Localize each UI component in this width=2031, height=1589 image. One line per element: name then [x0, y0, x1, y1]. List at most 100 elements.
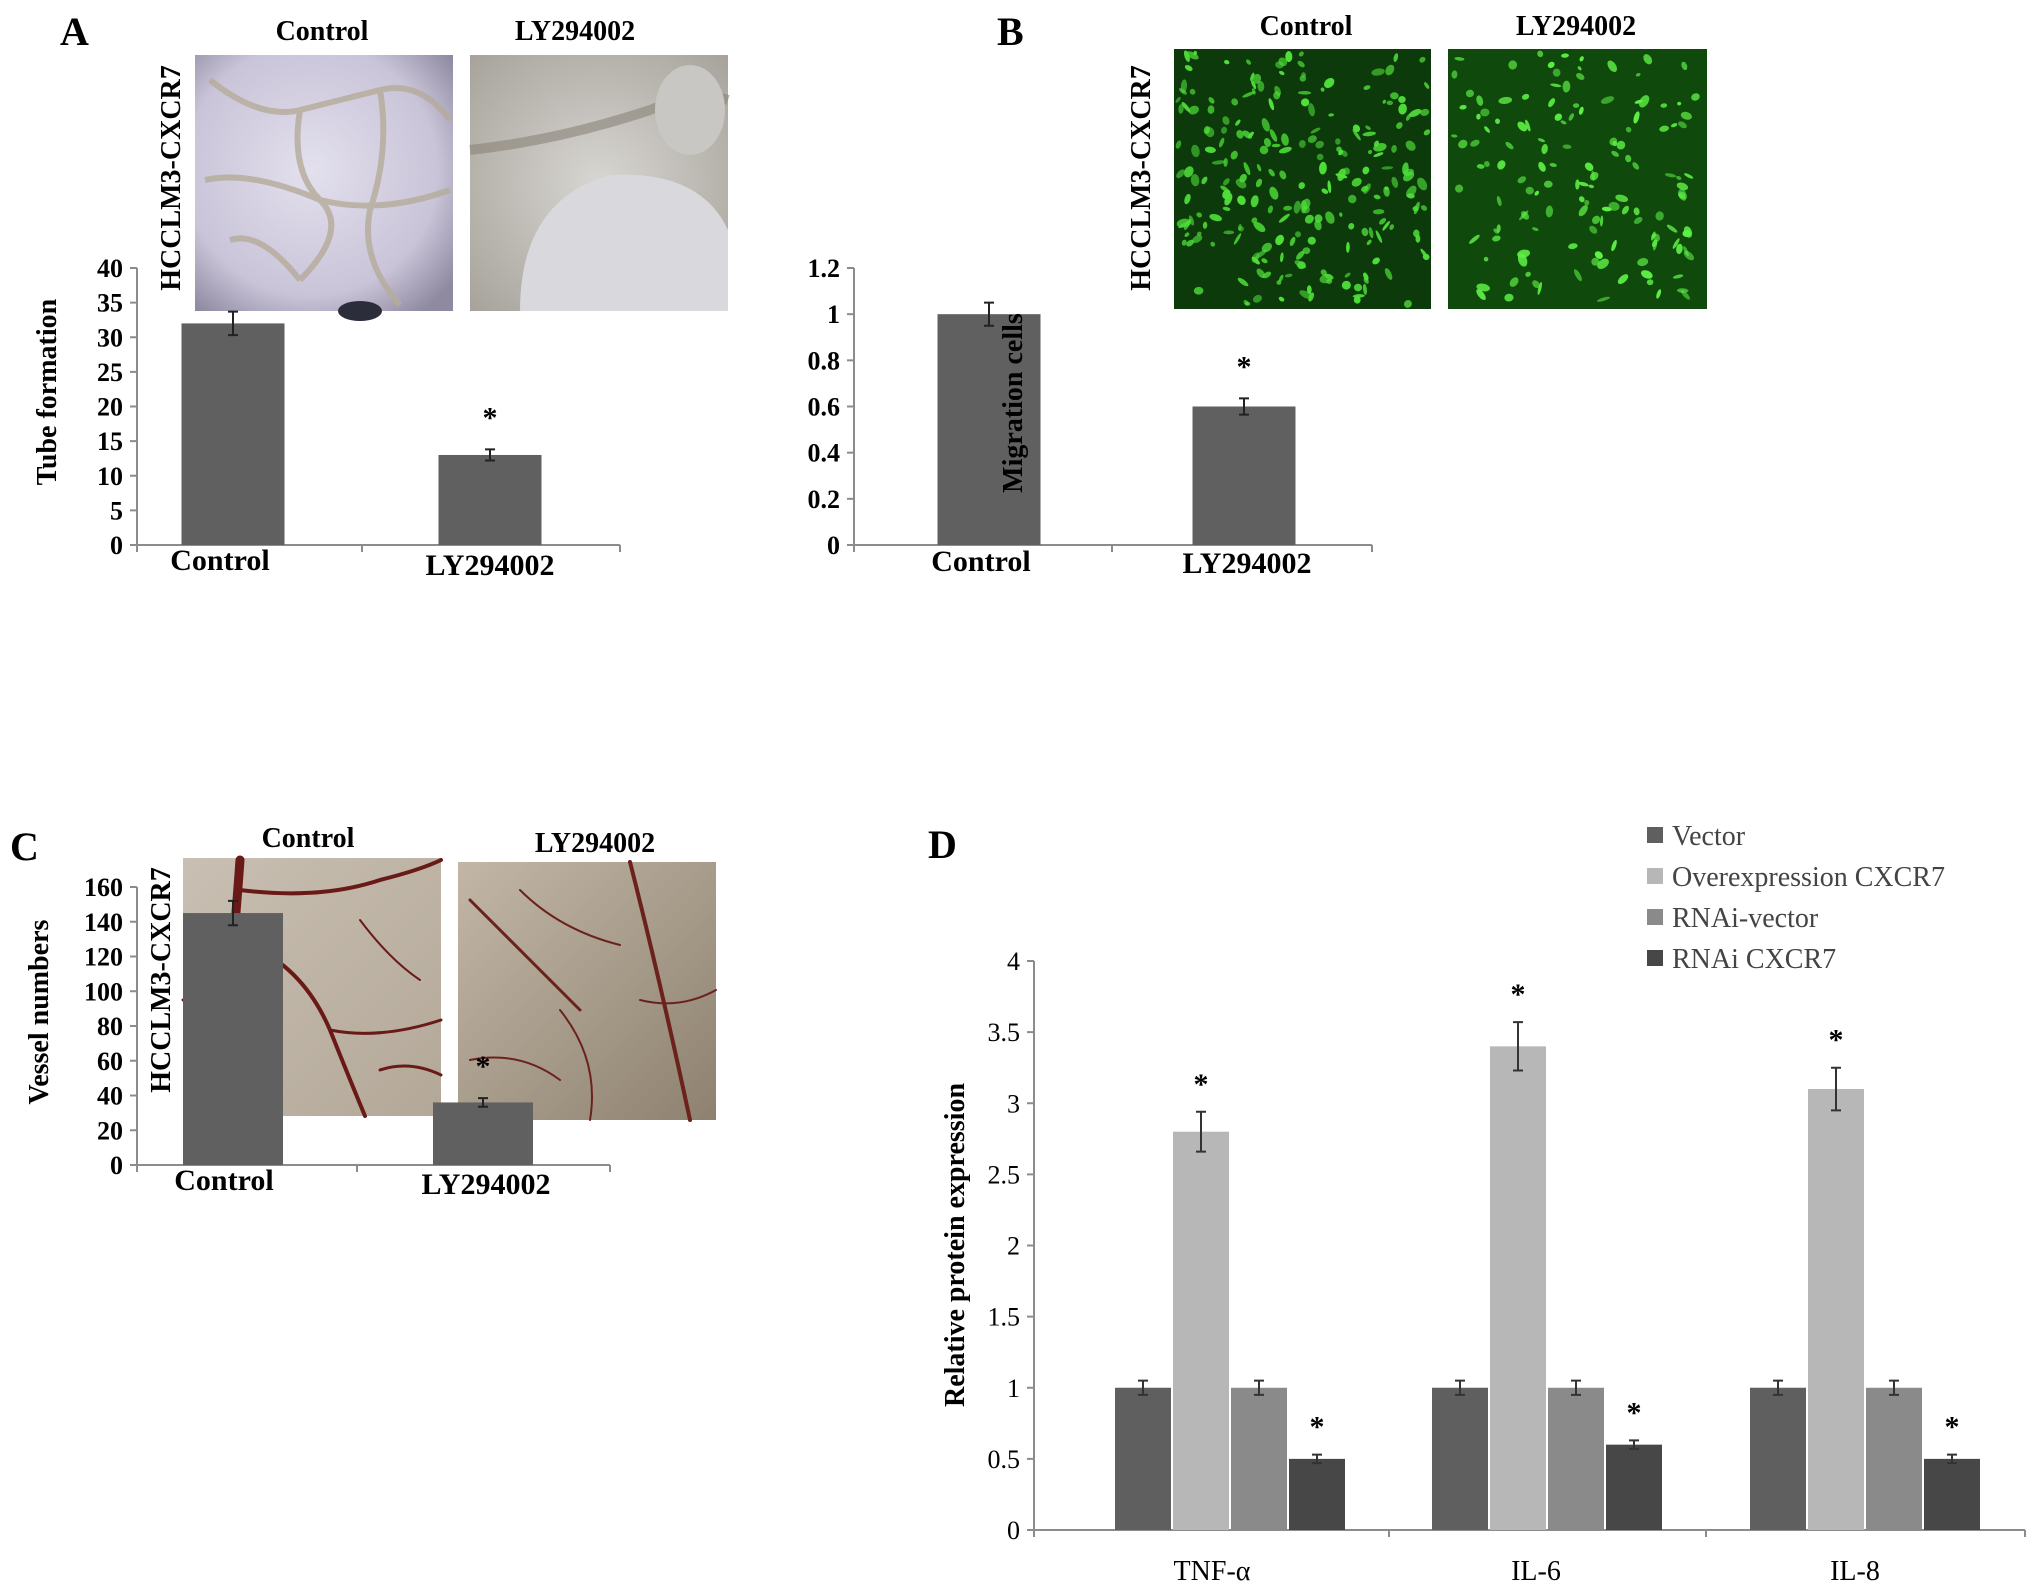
y-tick-label: 40 [97, 254, 123, 283]
panel-letter-a: A [60, 9, 89, 54]
bar-rnai-cxcr7-2 [1924, 1458, 1980, 1530]
y-tick-label: 0.8 [808, 346, 841, 375]
bar-rnai-vector-0 [1231, 1387, 1287, 1530]
error-bar [1196, 1110, 1206, 1153]
legend-label-rnai-vector: RNAi-vector [1672, 903, 1819, 934]
error-bar [1513, 1021, 1523, 1072]
y-tick-label: 1 [1007, 1374, 1020, 1403]
significance-star: * [1945, 1411, 1960, 1444]
error-bar [1629, 1439, 1639, 1450]
image-title-control-c: Control [262, 823, 355, 854]
x-tick-label-il-8: IL-8 [1830, 1556, 1880, 1587]
y-axis-label-c: Vessel numbers [24, 919, 55, 1104]
panel-c: C Control LY294002 HCCLM3-CXCR7 [10, 823, 717, 1201]
significance-star-a: * [483, 401, 498, 434]
y-tick-label: 25 [97, 358, 123, 387]
y-tick-label: 35 [97, 289, 123, 318]
image-title-ly294002-c: LY294002 [535, 828, 655, 859]
error-bar [1831, 1066, 1841, 1112]
side-label-b: HCCLM3-CXCR7 [1126, 65, 1157, 291]
bar-vector-2 [1750, 1387, 1806, 1530]
y-tick-label: 0.5 [988, 1445, 1021, 1474]
significance-star: * [1310, 1411, 1325, 1444]
micrograph-ly294002-b [1448, 49, 1707, 309]
legend-label-rnai-cxcr7: RNAi CXCR7 [1672, 944, 1836, 975]
micrograph-control-a [195, 55, 453, 321]
panel-letter-b: B [997, 9, 1024, 54]
panel-letter-d: D [928, 822, 957, 867]
panel-letter-c: C [10, 824, 39, 869]
y-tick-label: 40 [97, 1082, 123, 1111]
y-tick-label: 100 [84, 977, 123, 1006]
side-label-a: HCCLM3-CXCR7 [156, 65, 187, 291]
legend-label-vector: Vector [1672, 821, 1746, 852]
bar-overexpression-cxcr7-2 [1808, 1089, 1864, 1530]
x-tick-label-control-c: Control [174, 1164, 273, 1197]
error-bar [1455, 1379, 1465, 1396]
legend-swatch-overexpression [1647, 868, 1663, 884]
chart-b: 0 0.2 0.4 0.6 0.8 1 1.2 * Control LY294002 Mig… [808, 254, 1373, 580]
bar-control-b [937, 314, 1041, 545]
micrograph-ly294002-c [458, 860, 717, 1122]
error-bar-control-c [228, 899, 238, 927]
legend-swatch-rnai-vector [1647, 909, 1663, 925]
y-tick-label: 120 [84, 943, 123, 972]
y-tick-label: 2 [1007, 1232, 1020, 1261]
y-tick-label: 4 [1007, 947, 1020, 976]
error-bar-control-a [228, 310, 238, 337]
bar-control-c [183, 913, 283, 1165]
y-tick-label: 60 [97, 1047, 123, 1076]
bar-control-a [181, 323, 285, 545]
chart-c: 0 20 40 60 80 100 120 140 160 * Control LY294002… [24, 873, 611, 1201]
x-tick-label-ly294002-c: LY294002 [422, 1168, 551, 1201]
y-tick-label: 80 [97, 1012, 123, 1041]
bar-ly294002-a [438, 454, 542, 545]
significance-star: * [1194, 1068, 1209, 1101]
error-bar [1138, 1379, 1148, 1396]
error-bar [1947, 1453, 1957, 1465]
bar-ly294002-b [1192, 406, 1296, 545]
significance-star: * [1627, 1396, 1642, 1429]
micrograph-control-b [1174, 49, 1431, 309]
y-tick-label: 160 [84, 873, 123, 902]
error-bar [1312, 1453, 1322, 1465]
x-tick-label-ly294002-a: LY294002 [426, 549, 555, 582]
panel-d: D Vector Overexpression CXCR7 RNAi-vecto… [928, 821, 2026, 1587]
x-tick-label-tnf-alpha: TNF-α [1174, 1556, 1251, 1587]
micrograph-ly294002-a [469, 55, 730, 311]
side-label-c: HCCLM3-CXCR7 [146, 867, 177, 1093]
bar-overexpression-cxcr7-0 [1173, 1131, 1229, 1530]
error-bar [1571, 1379, 1581, 1396]
panel-a: A Control LY294002 HCCLM3-CXCR7 [32, 9, 730, 582]
bar-ly294002-c [433, 1102, 533, 1165]
x-tick-label-ly294002-b: LY294002 [1183, 547, 1312, 580]
bar-vector-0 [1115, 1387, 1171, 1530]
y-tick-label: 20 [97, 393, 123, 422]
bar-rnai-vector-2 [1866, 1387, 1922, 1530]
x-tick-label-control-b: Control [931, 545, 1030, 578]
chart-a: 0 5 10 15 20 25 30 35 40 * Control LY294002 Tube… [32, 254, 621, 582]
y-axis-label-a: Tube formation [32, 298, 63, 485]
y-tick-label: 10 [97, 462, 123, 491]
y-tick-label: 1.2 [808, 254, 841, 283]
y-tick-label: 0 [110, 531, 123, 560]
y-tick-label: 0.2 [808, 485, 841, 514]
x-tick-label-il-6: IL-6 [1511, 1556, 1561, 1587]
y-tick-label: 0.4 [808, 439, 841, 468]
y-axis-label-d: Relative protein expression [940, 1083, 971, 1407]
image-title-ly294002-a: LY294002 [515, 16, 635, 47]
legend-swatch-vector [1647, 827, 1663, 843]
y-tick-label: 2.5 [988, 1160, 1021, 1189]
significance-star: * [1511, 978, 1526, 1011]
panel-b: B Control LY294002 HCCLM3-CXCR7 0 0.2 0.4 0… [808, 9, 1707, 580]
error-bar-ly294002-c [478, 1097, 488, 1108]
y-tick-label: 0 [827, 531, 840, 560]
image-title-control-b: Control [1260, 11, 1353, 42]
error-bar-ly294002-a [485, 448, 495, 462]
y-tick-label: 0.6 [808, 393, 841, 422]
y-tick-label: 1.5 [988, 1303, 1021, 1332]
bar-rnai-vector-1 [1548, 1387, 1604, 1530]
y-tick-label: 3 [1007, 1089, 1020, 1118]
y-tick-label: 5 [110, 496, 123, 525]
